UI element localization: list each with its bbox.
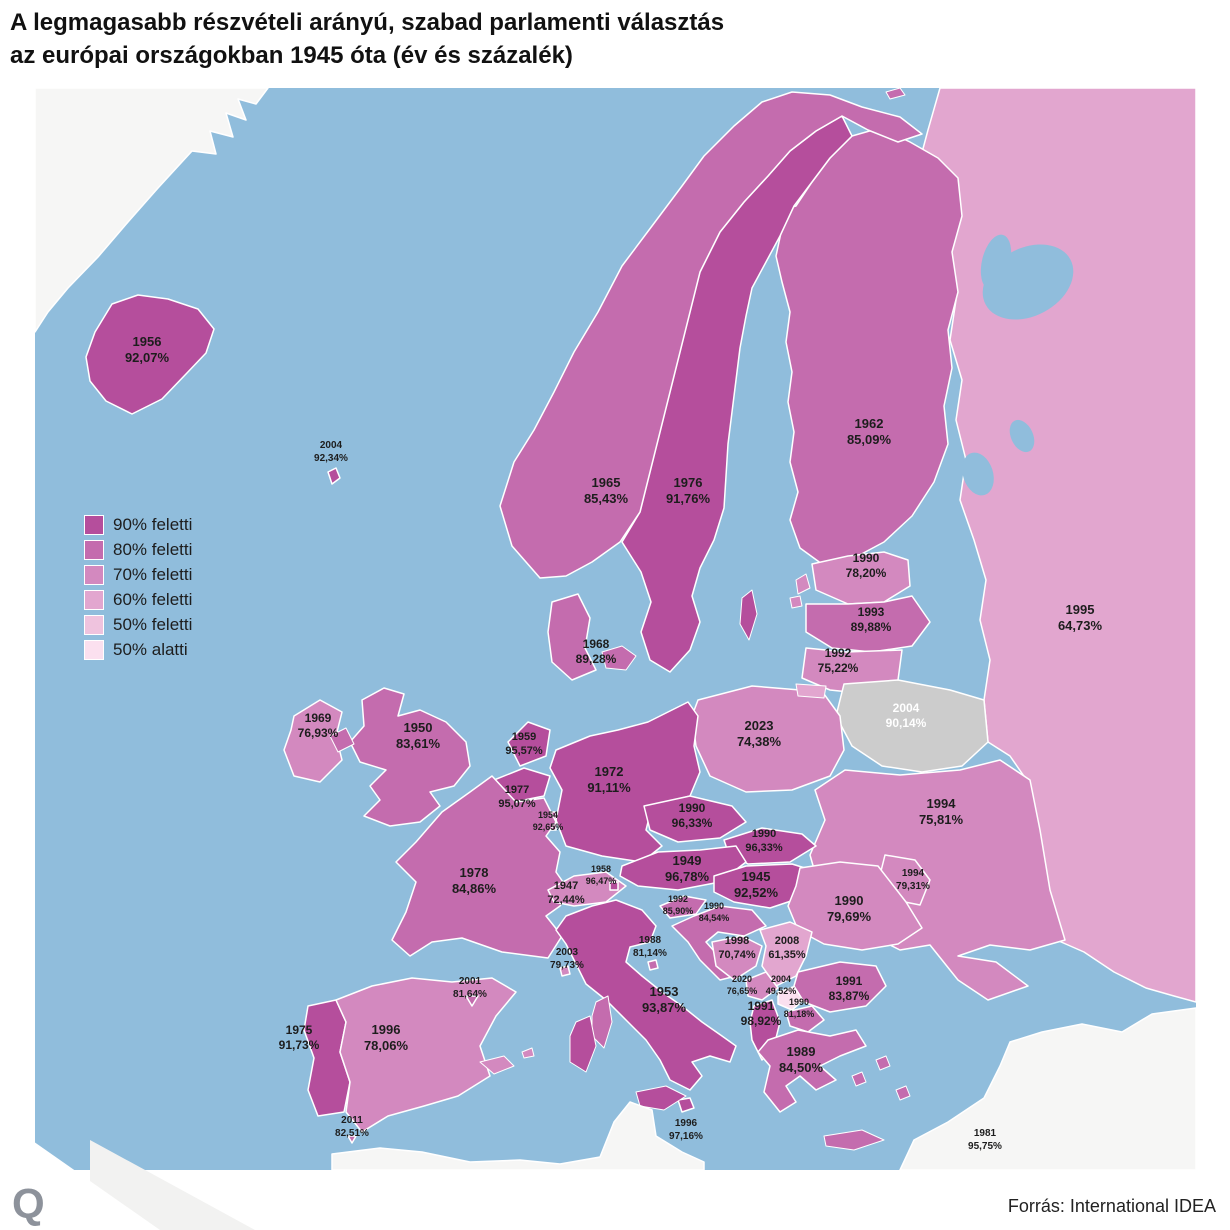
inland-water bbox=[980, 234, 1012, 290]
country-region-slovenia[interactable] bbox=[659, 895, 707, 919]
legend-swatch-cat70 bbox=[84, 565, 104, 585]
country-region-spain[interactable] bbox=[335, 977, 517, 1133]
country-region-monaco[interactable] bbox=[559, 965, 571, 977]
title-line-2: az európai országokban 1945 óta (év és s… bbox=[10, 42, 573, 69]
minor-territory bbox=[875, 1055, 891, 1071]
country-region-latvia[interactable] bbox=[805, 595, 931, 653]
logo-corner-fold bbox=[0, 1118, 160, 1230]
legend-swatch-cat60 bbox=[84, 590, 104, 610]
legend-item-cat90: 90% feletti bbox=[84, 515, 192, 535]
legend-item-below50: 50% alatti bbox=[84, 640, 192, 660]
legend-label-below50: 50% alatti bbox=[113, 640, 188, 659]
country-region-liechtenstein[interactable] bbox=[609, 881, 619, 891]
minor-territory bbox=[329, 727, 355, 753]
legend-swatch-cat90 bbox=[84, 515, 104, 535]
logo-corner-shade bbox=[90, 1140, 255, 1230]
minor-territory bbox=[635, 1085, 687, 1111]
title-line-1: A legmagasabb részvételi arányú, szabad … bbox=[10, 9, 725, 36]
country-region-finland[interactable] bbox=[775, 127, 963, 565]
non-european-land-turkey bbox=[899, 1007, 1196, 1170]
non-european-land-north-africa bbox=[331, 1101, 705, 1170]
inland-water bbox=[1009, 419, 1035, 453]
minor-territory bbox=[521, 1047, 535, 1059]
country-region-estonia[interactable] bbox=[811, 551, 911, 605]
minor-territory bbox=[851, 1071, 867, 1087]
minor-territory bbox=[601, 645, 637, 671]
qubit-logo: Q bbox=[12, 1180, 45, 1227]
legend-swatch-below50 bbox=[84, 640, 104, 660]
country-region-romania[interactable] bbox=[787, 861, 923, 951]
country-region-norway[interactable] bbox=[499, 91, 923, 579]
legend-swatch-cat80 bbox=[84, 540, 104, 560]
legend-item-cat80: 80% feletti bbox=[84, 540, 192, 560]
country-region-gibraltar[interactable] bbox=[347, 1135, 357, 1144]
country-region-iceland[interactable] bbox=[85, 294, 215, 415]
minor-territory bbox=[569, 1015, 597, 1073]
country-region-serbia[interactable] bbox=[759, 921, 813, 987]
page-title: A legmagasabb részvételi arányú, szabad … bbox=[10, 6, 724, 72]
country-region-bosnia[interactable] bbox=[711, 935, 763, 981]
country-region-italy[interactable] bbox=[555, 899, 737, 1091]
country-region-montenegro[interactable] bbox=[745, 971, 779, 1001]
country-region-poland[interactable] bbox=[691, 685, 845, 793]
minor-territory bbox=[823, 1129, 885, 1151]
legend-label-cat50: 50% feletti bbox=[113, 615, 193, 634]
country-region-denmark[interactable] bbox=[547, 593, 597, 681]
legend-label-cat90: 90% feletti bbox=[113, 515, 193, 534]
country-region-malta[interactable] bbox=[677, 1097, 695, 1113]
country-region-andorra[interactable] bbox=[465, 995, 479, 1007]
minor-territory bbox=[479, 1055, 515, 1075]
country-region-belarus[interactable] bbox=[835, 679, 989, 773]
country-region-faroe[interactable] bbox=[327, 467, 341, 485]
country-region-north_macedonia[interactable] bbox=[785, 1005, 825, 1033]
legend-label-cat70: 70% feletti bbox=[113, 565, 193, 584]
minor-territory bbox=[895, 1085, 911, 1101]
source-credit: Forrás: International IDEA bbox=[1007, 1196, 1216, 1216]
minor-territory bbox=[885, 88, 906, 100]
map-legend: 90% feletti 80% feletti 70% feletti 60% fel… bbox=[84, 515, 192, 660]
minor-territory bbox=[795, 683, 827, 699]
country-region-san_marino[interactable] bbox=[647, 959, 659, 971]
minor-territory bbox=[789, 595, 803, 609]
legend-item-cat60: 60% feletti bbox=[84, 590, 192, 610]
legend-item-cat70: 70% feletti bbox=[84, 565, 192, 585]
legend-swatch-cat50 bbox=[84, 615, 104, 635]
country-region-greece[interactable] bbox=[757, 1029, 867, 1113]
non-european-land-greenland bbox=[35, 88, 269, 333]
country-region-france[interactable] bbox=[391, 775, 571, 959]
legend-item-cat50: 50% feletti bbox=[84, 615, 192, 635]
minor-territory bbox=[739, 589, 758, 641]
country-region-netherlands[interactable] bbox=[507, 721, 551, 767]
country-region-bulgaria[interactable] bbox=[793, 961, 887, 1013]
inland-water bbox=[962, 452, 994, 496]
country-region-uk[interactable] bbox=[349, 687, 471, 827]
legend-label-cat80: 80% feletti bbox=[113, 540, 193, 559]
legend-label-cat60: 60% feletti bbox=[113, 590, 193, 609]
minor-territory bbox=[795, 573, 811, 595]
country-region-ireland[interactable] bbox=[283, 699, 343, 783]
country-region-switzerland[interactable] bbox=[547, 871, 627, 907]
minor-territory bbox=[591, 995, 613, 1049]
country-region-czechia[interactable] bbox=[643, 795, 747, 843]
